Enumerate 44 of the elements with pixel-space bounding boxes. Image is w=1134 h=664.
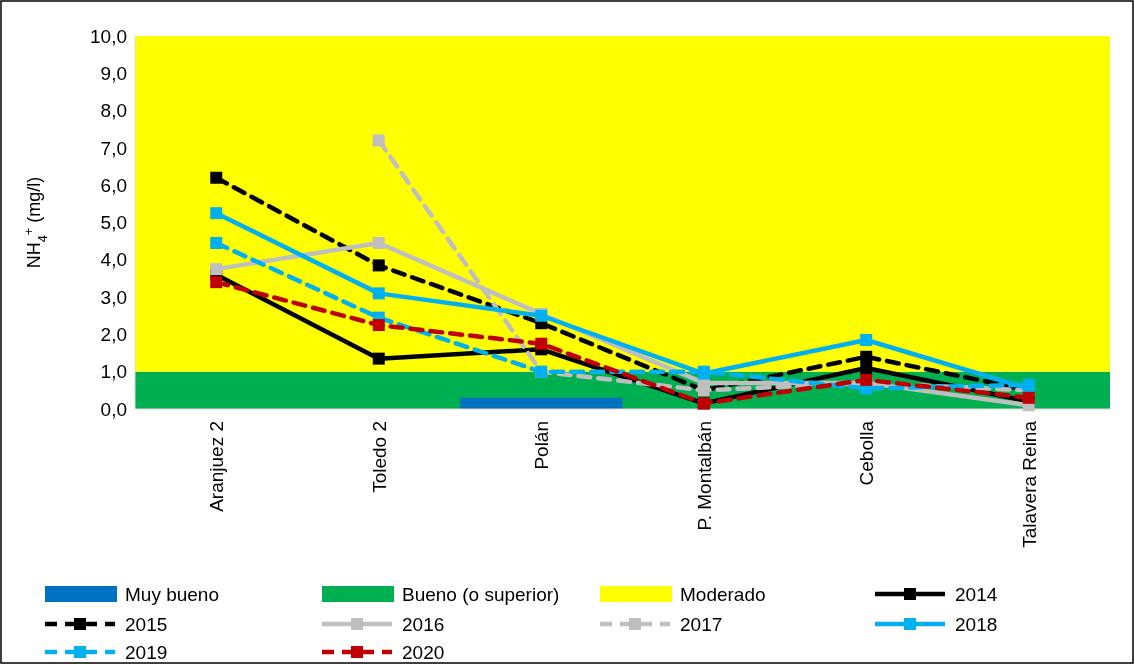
point [1022,391,1035,404]
y-tick-label: 5,0 [100,212,127,234]
point [210,207,223,220]
y-tick-label: 9,0 [100,62,127,84]
y-tick-label: 10,0 [90,25,127,47]
x-tick-label: Toledo 2 [368,421,390,493]
point [372,287,385,300]
y-tick-label: 2,0 [100,324,127,346]
y-tick-label: 8,0 [100,100,127,122]
legend-label: 2017 [680,613,723,635]
point [210,237,223,250]
x-tick-label: P. Montalbán [693,421,715,531]
x-tick-label: Polán [531,421,553,470]
legend-label: 2015 [125,613,168,635]
y-tick-label: 3,0 [100,286,127,308]
point [210,276,223,289]
legend-label: Bueno (o superior) [402,583,560,605]
x-tick-label: Talavera Reina [1018,420,1040,548]
point [372,237,385,250]
legend-label: 2014 [955,583,998,605]
point [210,171,223,184]
y-tick-label: 7,0 [100,137,127,159]
legend-label: 2018 [955,613,998,635]
legend-label: 2016 [402,613,445,635]
x-tick-label: Cebolla [856,420,878,486]
legend-label: 2019 [125,641,168,663]
point [372,134,385,147]
point [372,259,385,272]
y-tick-label: 6,0 [100,174,127,196]
y-tick-label: 4,0 [100,249,127,271]
legend-label: 2020 [402,641,445,663]
y-tick-label: 1,0 [100,361,127,383]
point [210,263,223,276]
point [860,350,873,363]
y-tick-label: 0,0 [100,398,127,420]
legend-label: Muy bueno [125,583,220,605]
point [535,337,548,350]
point [860,361,873,374]
legend-label: Moderado [680,583,766,605]
point [860,334,873,346]
point [372,319,385,332]
x-tick-label: Aranjuez 2 [206,421,228,512]
point [372,352,385,365]
point [1022,378,1035,391]
